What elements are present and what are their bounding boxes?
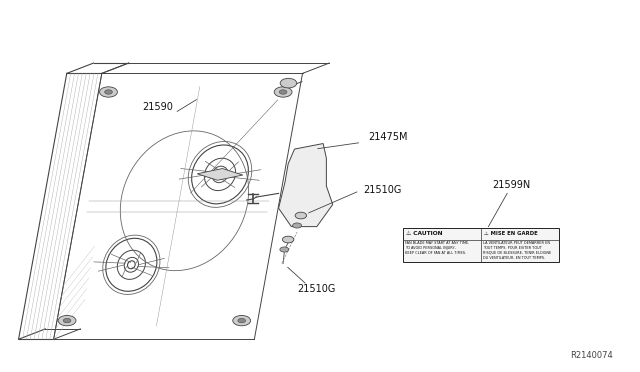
Text: LA VENTILATEUR PEUT DEMARRER EN
TOUT TEMPS. POUR EVITER TOUT
RISQUE DE BLESSURE,: LA VENTILATEUR PEUT DEMARRER EN TOUT TEM… [483,241,551,260]
Circle shape [233,315,251,326]
Text: 21510G: 21510G [364,185,402,195]
Circle shape [100,87,117,97]
Polygon shape [197,169,243,180]
Circle shape [292,223,301,228]
Circle shape [280,78,297,88]
Text: 21599N: 21599N [492,180,531,190]
Text: ⚠ CAUTION: ⚠ CAUTION [406,231,442,236]
Text: 21510G: 21510G [298,284,336,294]
Bar [403,228,559,262]
Text: 21590: 21590 [142,102,173,112]
Circle shape [238,318,246,323]
Text: FAN BLADE MAY START AT ANY TIME.
TO AVOID PERSONAL INJURY,
KEEP CLEAR OF FAN AT : FAN BLADE MAY START AT ANY TIME. TO AVOI… [404,241,469,255]
Circle shape [279,90,287,94]
Circle shape [295,212,307,219]
Circle shape [58,315,76,326]
Polygon shape [278,144,333,227]
Text: ⚠ MISE EN GARDE: ⚠ MISE EN GARDE [484,231,538,236]
Circle shape [105,90,112,94]
Circle shape [282,236,294,243]
Circle shape [274,87,292,97]
Circle shape [63,318,71,323]
Circle shape [280,247,289,252]
Text: 21475M: 21475M [368,132,407,142]
Text: R2140074: R2140074 [570,350,613,359]
